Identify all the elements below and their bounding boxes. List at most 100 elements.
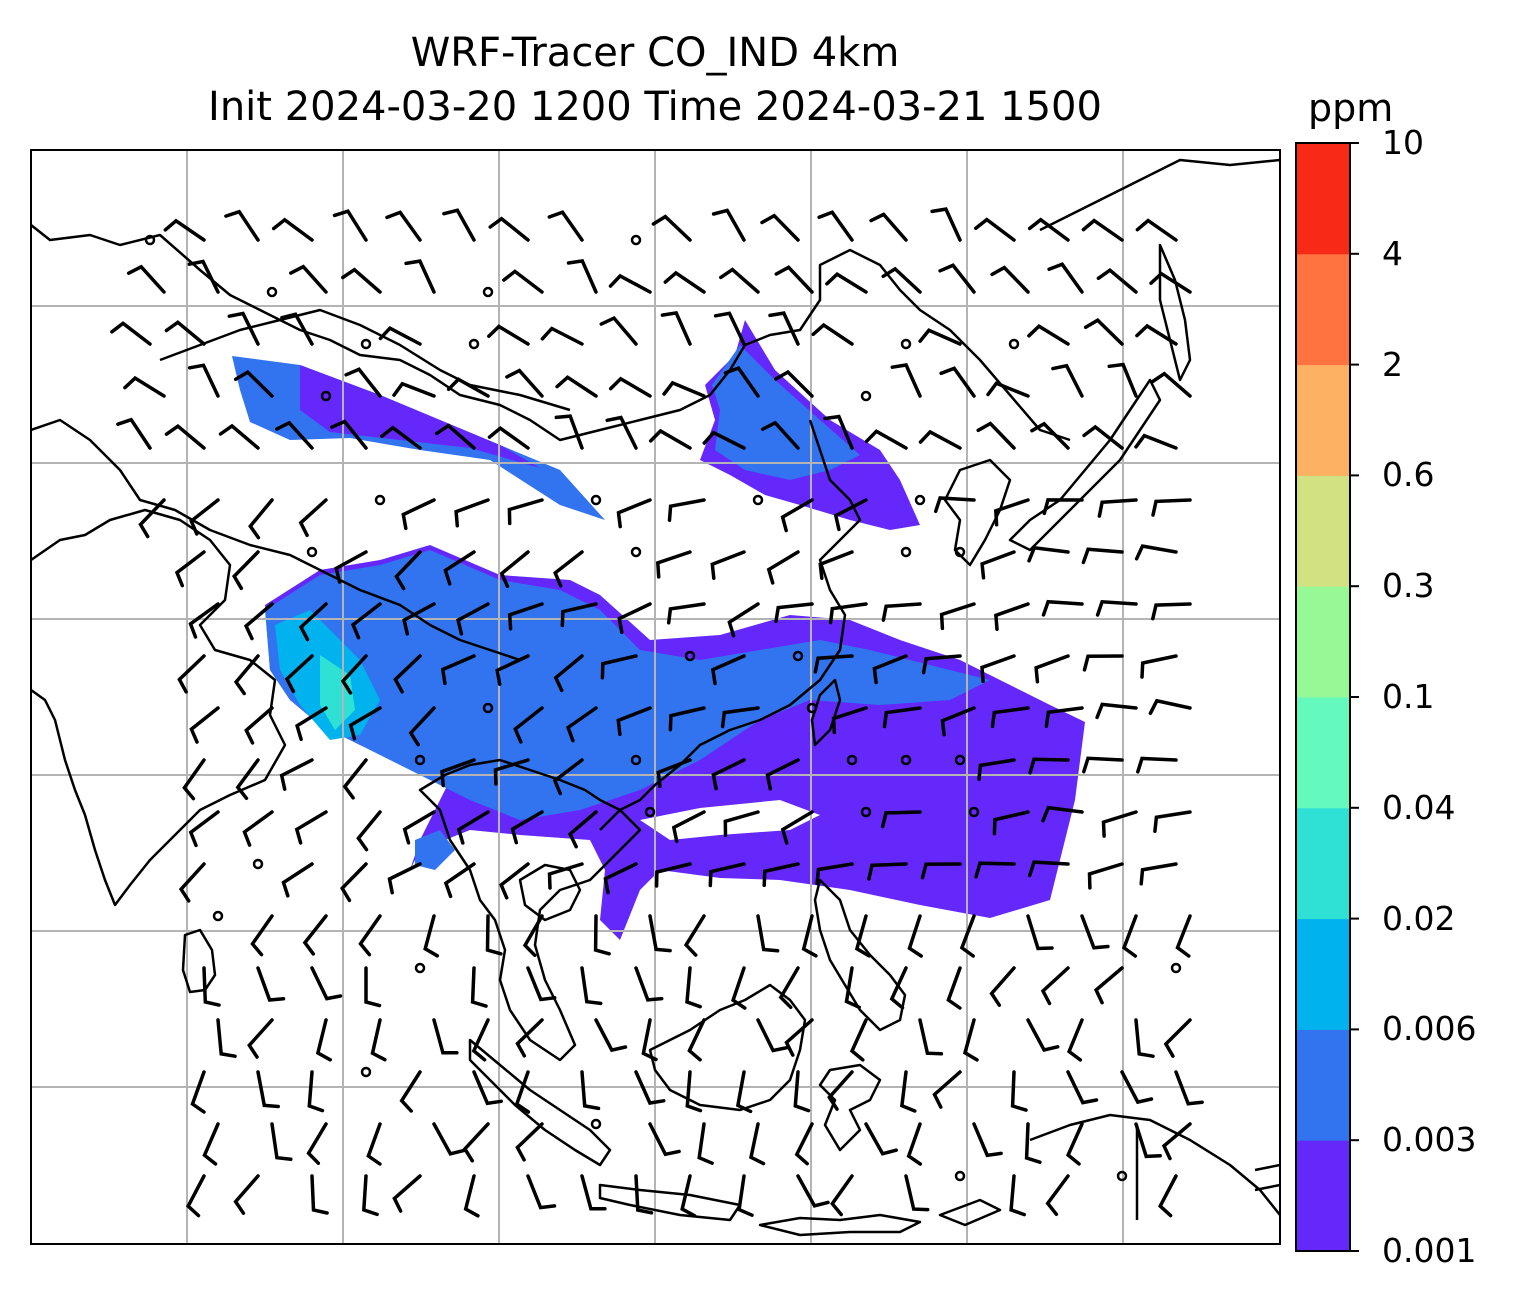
wind-barb	[1174, 1070, 1204, 1106]
wind-barb	[404, 259, 436, 294]
wind-barb	[939, 602, 976, 631]
wind-barb	[402, 602, 436, 636]
wind-barb	[1065, 1122, 1084, 1166]
wind-barb	[904, 1174, 930, 1212]
colorbar-unit: ppm	[1308, 86, 1394, 130]
coastline-lesser-sunda	[758, 1213, 922, 1237]
wind-barb	[218, 423, 260, 450]
colorbar-segment	[1296, 586, 1350, 698]
wind-barb	[526, 1174, 557, 1210]
wind-barb	[440, 654, 476, 686]
wind-barb	[778, 966, 800, 1010]
wind-barb	[756, 1018, 789, 1053]
wind-barb	[580, 1070, 601, 1111]
wind-barb	[823, 414, 854, 450]
wind-barb	[250, 914, 274, 957]
wind-barb	[560, 602, 598, 628]
wind-barb	[565, 706, 598, 743]
wind-barb	[1082, 654, 1124, 672]
coastline-borneo	[648, 983, 807, 1112]
wind-barb	[454, 498, 490, 528]
wind-barb	[233, 1174, 260, 1215]
coastline-taiwan	[810, 678, 842, 747]
wind-barb	[408, 706, 436, 747]
wind-barb	[189, 706, 220, 744]
wind-barb	[393, 654, 422, 694]
wind-barb	[385, 210, 422, 242]
wind-barb	[123, 375, 166, 398]
wind-barb	[526, 966, 557, 1002]
wind-barb	[1066, 1070, 1099, 1105]
wind-barb	[818, 550, 854, 580]
wind-barb	[811, 322, 854, 346]
wind-calm-marker	[644, 806, 656, 818]
wind-barb	[1135, 218, 1178, 242]
wind-barb	[762, 862, 800, 888]
colorbar-tick-label: 4	[1382, 233, 1403, 273]
wind-barb	[502, 269, 544, 294]
tracer-plume-small	[415, 830, 455, 870]
wind-barb	[921, 654, 962, 675]
wind-barb	[401, 498, 436, 531]
wind-calm-marker	[900, 338, 912, 350]
wind-barb	[1148, 698, 1192, 716]
coastline-timor	[938, 1198, 1002, 1227]
colorbar-segment	[1296, 697, 1350, 809]
wind-barb	[648, 914, 672, 953]
wind-barb	[294, 810, 328, 845]
wind-barb	[616, 706, 652, 737]
wind-barb	[310, 1174, 329, 1215]
coastline-right-edge	[1254, 1163, 1280, 1192]
wind-barb	[334, 550, 368, 584]
wind-calm-marker	[414, 754, 426, 766]
wind-barb	[1082, 424, 1124, 450]
wind-barb	[930, 207, 962, 242]
wind-calm-marker	[684, 650, 696, 662]
wind-barb	[825, 272, 868, 294]
tracer-plumes	[232, 320, 1085, 940]
wind-barb	[256, 966, 286, 1002]
wind-barb	[1081, 547, 1124, 565]
coastline-korea	[943, 458, 1012, 567]
wind-barb	[660, 310, 692, 346]
wind-calm-marker	[630, 234, 642, 246]
wind-barb	[553, 550, 584, 588]
wind-barb	[1041, 805, 1084, 823]
wind-barb	[731, 966, 747, 1010]
wind-barb	[280, 312, 314, 346]
coastline-sumatra	[468, 1038, 612, 1167]
wind-barb	[471, 1018, 490, 1062]
wind-barb	[402, 810, 436, 845]
coastline-russia-far-east	[1039, 158, 1280, 232]
wind-barb	[774, 602, 814, 624]
wind-barb	[547, 862, 584, 890]
map-title-line1: WRF-Tracer CO_IND 4km	[410, 30, 900, 76]
colorbar-tick-label: 2	[1382, 344, 1403, 384]
wind-barb	[1151, 602, 1192, 621]
wind-barb	[332, 209, 368, 242]
wind-barb	[553, 654, 584, 693]
wind-barb	[1042, 498, 1084, 516]
wind-barb	[881, 266, 922, 294]
wind-barb	[1136, 756, 1178, 774]
wind-barb	[1095, 702, 1138, 720]
wind-barb	[566, 258, 598, 294]
wind-barb	[298, 602, 328, 642]
wind-barb	[900, 1070, 917, 1113]
wind-barb	[1149, 271, 1192, 294]
wind-barb	[392, 381, 436, 398]
wind-barb	[1027, 860, 1070, 878]
wind-barb	[310, 966, 343, 1001]
wind-barb	[555, 375, 598, 398]
wind-barb	[710, 654, 746, 686]
tracer-plume-northeast-core	[712, 345, 860, 480]
wind-barb	[1026, 914, 1054, 951]
wind-barb	[815, 862, 854, 886]
wind-barb	[216, 1018, 237, 1058]
wind-barb	[443, 862, 476, 899]
wind-barb	[247, 1018, 274, 1059]
wind-barb	[918, 429, 962, 450]
wind-barb	[1175, 914, 1192, 958]
wind-barb	[817, 210, 854, 242]
wind-barb	[510, 810, 544, 845]
